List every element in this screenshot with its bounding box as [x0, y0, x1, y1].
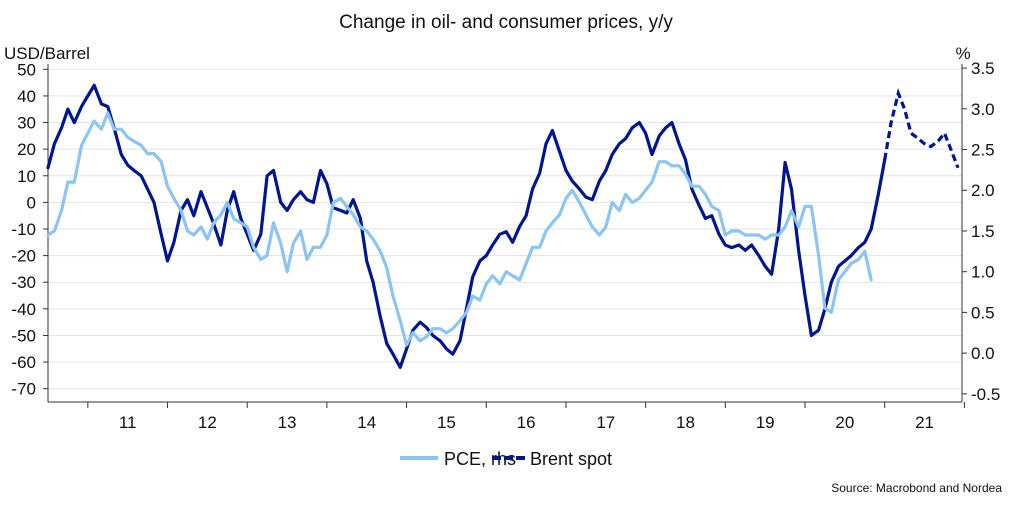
y-right-tick-label: 0.0 — [971, 344, 995, 363]
y-left-tick-label: -60 — [11, 353, 36, 372]
x-tick-label: 13 — [278, 413, 297, 432]
chart-title: Change in oil- and consumer prices, y/y — [339, 12, 673, 33]
x-tick-label: 11 — [119, 413, 137, 432]
y-right-tick-label: 2.0 — [971, 181, 995, 200]
y-axis-left-label: USD/Barrel — [4, 44, 90, 63]
y-left-tick-label: 10 — [17, 167, 36, 186]
x-tick-label: 15 — [437, 413, 456, 432]
y-left-tick-label: 50 — [17, 60, 36, 79]
y-right-tick-label: -0.5 — [971, 385, 1000, 404]
y-left-tick-label: -20 — [11, 247, 36, 266]
y-left-tick-label: 40 — [17, 87, 36, 106]
x-tick-label: 17 — [596, 413, 615, 432]
source-note: Source: Macrobond and Nordea — [831, 481, 1002, 495]
legend-label-pce: PCE, rhs — [444, 449, 516, 469]
y-left-tick-label: 0 — [27, 193, 36, 212]
series-line-brent-forecast — [883, 88, 960, 169]
x-tick-label: 21 — [915, 413, 934, 432]
y-left-tick-label: -70 — [11, 380, 36, 399]
y-left-tick-label: 30 — [17, 114, 36, 133]
y-axis-right-label: % — [955, 44, 970, 63]
legend: PCE, rhs Brent spot — [400, 449, 612, 469]
y-axis-right-ticks: 3.5 3.0 2.5 2.0 1.5 1.0 0.5 0.0 -0.5 — [962, 59, 1000, 404]
gridlines — [48, 68, 962, 390]
y-left-tick-label: -30 — [11, 273, 36, 292]
y-left-tick-label: -40 — [11, 300, 36, 319]
x-tick-label: 14 — [357, 413, 376, 432]
series-line-brent — [46, 83, 887, 369]
y-left-tick-label: -10 — [11, 220, 36, 239]
y-right-tick-label: 1.0 — [971, 263, 995, 282]
x-tick-label: 19 — [756, 413, 775, 432]
x-tick-label: 20 — [835, 413, 854, 432]
x-tick-label: 12 — [198, 413, 217, 432]
y-right-tick-label: 3.0 — [971, 100, 995, 119]
x-tick-label: 18 — [676, 413, 695, 432]
y-left-tick-label: 20 — [17, 140, 36, 159]
x-axis-ticks: 11 12 13 14 15 16 17 18 19 20 21 — [87, 402, 965, 432]
y-right-tick-label: 1.5 — [971, 222, 995, 241]
x-tick-label: 16 — [517, 413, 536, 432]
series-lines — [46, 83, 960, 369]
y-left-tick-label: -50 — [11, 326, 36, 345]
y-right-tick-label: 3.5 — [971, 59, 995, 78]
series-line-pce — [46, 111, 873, 347]
y-axis-left-ticks: 50 40 30 20 10 0 -10 -20 -30 -40 -50 -60 -70 — [11, 60, 48, 399]
y-right-tick-label: 2.5 — [971, 141, 995, 160]
legend-label-brent: Brent spot — [530, 449, 612, 469]
axes — [47, 64, 963, 403]
y-right-tick-label: 0.5 — [971, 303, 995, 322]
